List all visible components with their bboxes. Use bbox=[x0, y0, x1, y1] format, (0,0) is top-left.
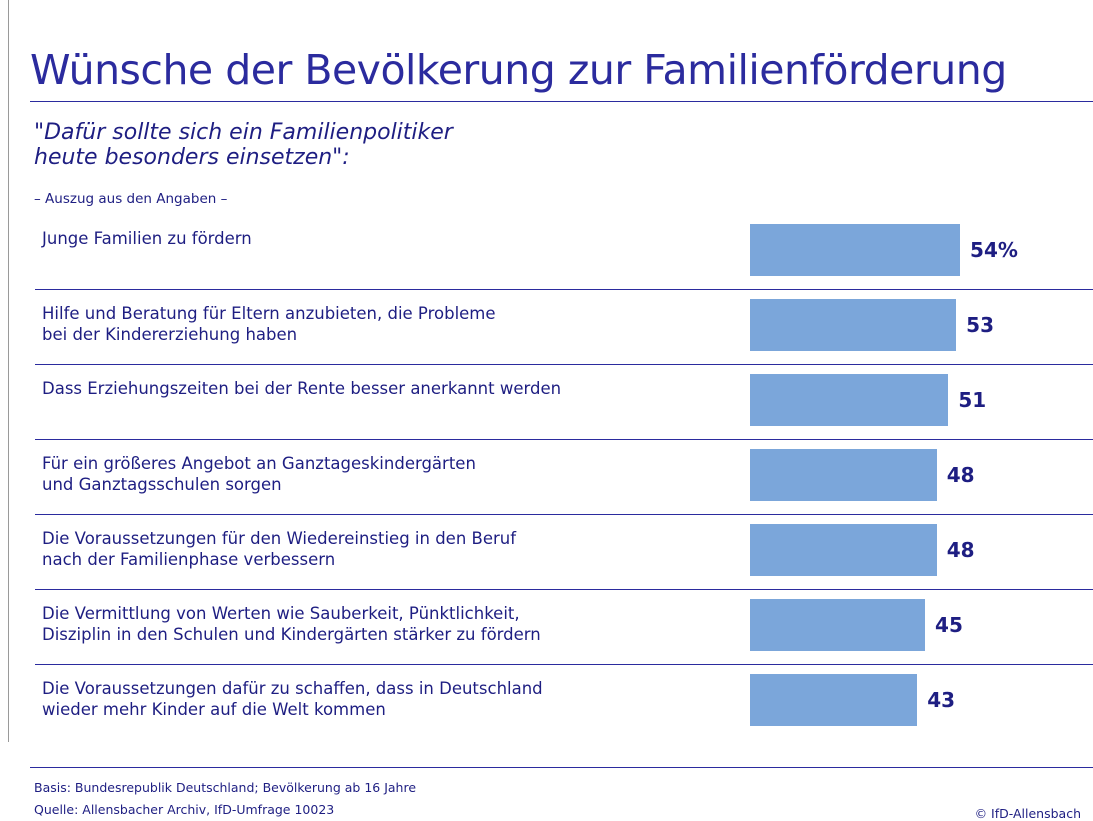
value-label: 51 bbox=[958, 388, 987, 412]
row-separator bbox=[35, 289, 1093, 290]
row-separator bbox=[35, 514, 1093, 515]
bar bbox=[750, 299, 957, 351]
row-separator bbox=[35, 364, 1093, 365]
value-label: 48 bbox=[946, 463, 975, 487]
row-separator bbox=[35, 664, 1093, 665]
note: – Auszug aus den Angaben – bbox=[34, 191, 228, 207]
chart-title: Wünsche der Bevölkerung zur Familienförd… bbox=[30, 46, 1007, 94]
value-label: 53 bbox=[966, 313, 994, 337]
bar bbox=[750, 224, 961, 276]
title-rule bbox=[30, 101, 1093, 102]
category-label: Die Voraussetzungen für den Wiedereinsti… bbox=[42, 529, 517, 569]
category-label: Hilfe und Beratung für Eltern anzubieten… bbox=[42, 304, 496, 344]
footer-basis: Basis: Bundesrepublik Deutschland; Bevöl… bbox=[34, 780, 417, 795]
footer-rule bbox=[30, 767, 1093, 768]
subtitle: "Dafür sollte sich ein Familienpolitiker… bbox=[34, 120, 453, 170]
value-label: 45 bbox=[935, 613, 963, 637]
row-separator bbox=[35, 439, 1093, 440]
frame bbox=[8, 0, 9, 742]
value-label: 48 bbox=[946, 538, 975, 562]
bar bbox=[750, 599, 926, 651]
credit: © IfD-Allensbach bbox=[974, 806, 1081, 821]
category-label: Für ein größeres Angebot an Ganztageskin… bbox=[42, 454, 476, 494]
category-label: Die Voraussetzungen dafür zu schaffen, d… bbox=[42, 679, 543, 719]
category-label: Die Vermittlung von Werten wie Sauberkei… bbox=[42, 604, 541, 644]
bar bbox=[750, 449, 937, 501]
category-label: Dass Erziehungszeiten bei der Rente bess… bbox=[42, 379, 562, 398]
bar bbox=[750, 674, 918, 726]
value-label: 54% bbox=[970, 238, 1018, 262]
value-label: 43 bbox=[927, 688, 956, 712]
footer-source: Quelle: Allensbacher Archiv, IfD-Umfrage… bbox=[34, 802, 335, 817]
bar bbox=[750, 374, 949, 426]
bar bbox=[750, 524, 937, 576]
row-separator bbox=[35, 589, 1093, 590]
category-label: Junge Familien zu fördern bbox=[42, 229, 252, 248]
